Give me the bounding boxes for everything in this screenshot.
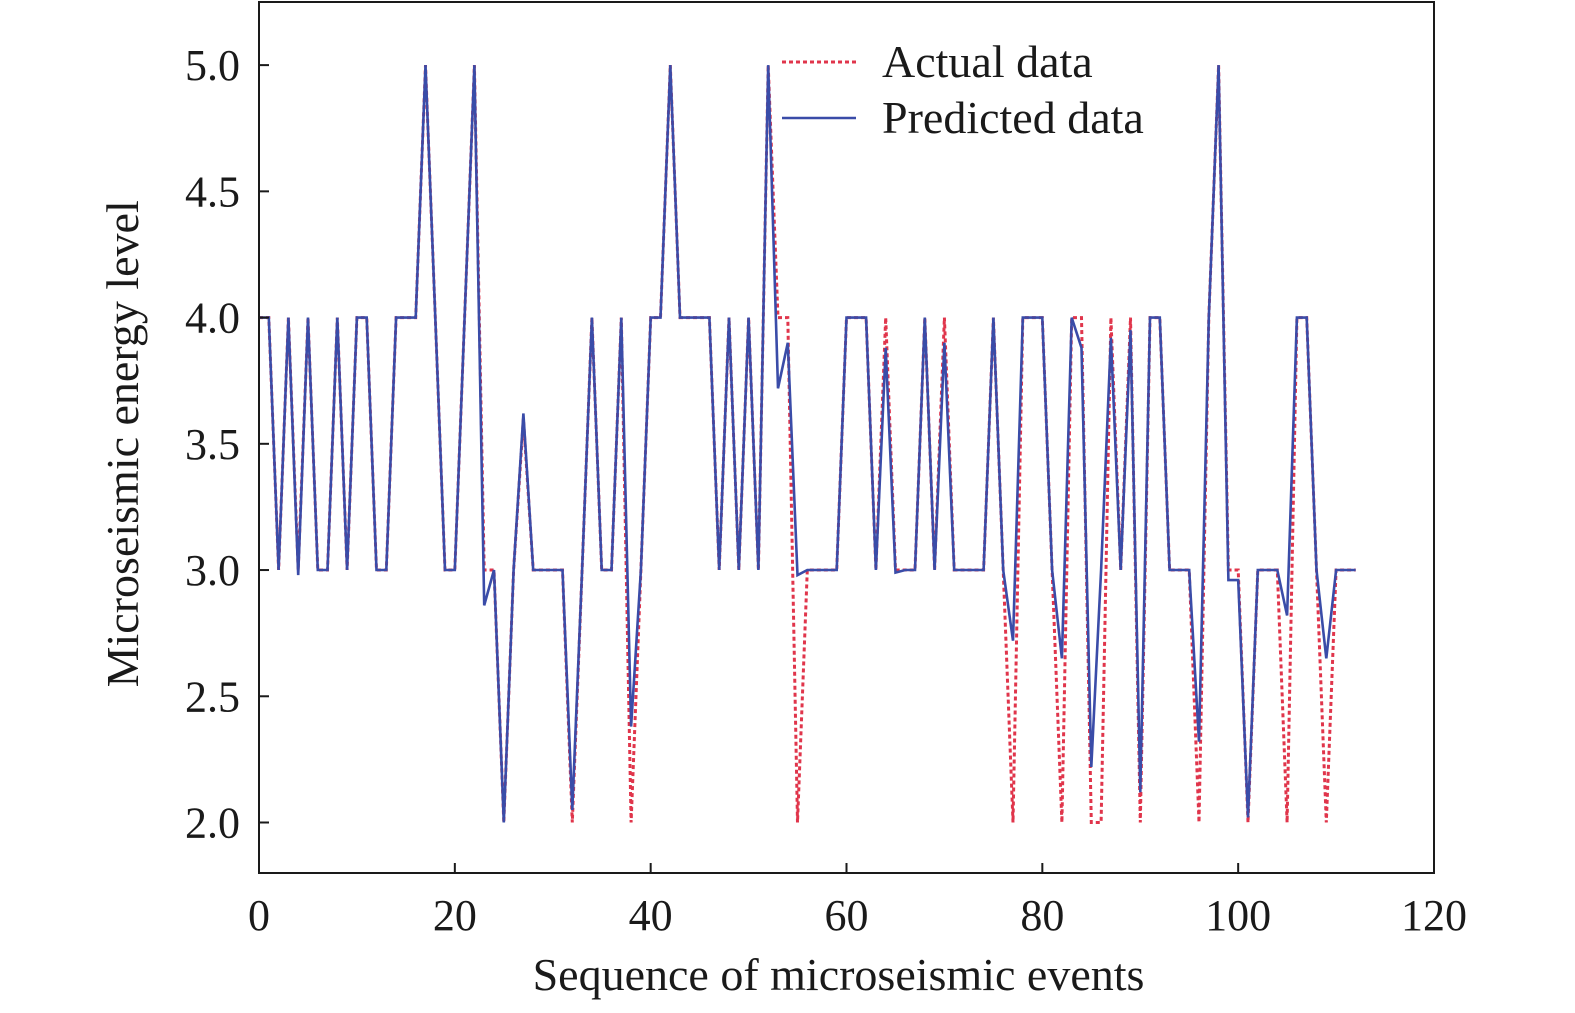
y-tick-label: 4.5 <box>185 167 240 216</box>
y-tick-label: 5.0 <box>185 41 240 90</box>
legend-label-actual: Actual data <box>882 36 1093 87</box>
series-layer <box>259 65 1356 824</box>
x-tick-label: 100 <box>1205 891 1271 940</box>
x-axis-title: Sequence of microseismic events <box>533 949 1145 1000</box>
y-tick-label: 2.5 <box>185 672 240 721</box>
y-tick-label: 3.5 <box>185 420 240 469</box>
x-tick-label: 80 <box>1020 891 1064 940</box>
x-tick-label: 40 <box>629 891 673 940</box>
y-tick-label: 3.0 <box>185 546 240 595</box>
ticks-layer: 0 20 40 60 80 100 120 2.0 2.5 3.0 3.5 4.0 4.5 5.0 <box>185 41 1467 940</box>
y-tick-label: 4.0 <box>185 294 240 343</box>
x-tick-label: 20 <box>433 891 477 940</box>
series-line-actual <box>259 65 1356 824</box>
plot-frame <box>258 1 1435 874</box>
x-tick-label: 120 <box>1401 891 1467 940</box>
legend-label-predicted: Predicted data <box>882 92 1144 143</box>
y-axis-title: Microseismic energy level <box>97 200 148 687</box>
x-tick-label: 0 <box>248 891 270 940</box>
legend: Actual data Predicted data <box>782 36 1144 143</box>
y-tick-label: 2.0 <box>185 799 240 848</box>
x-tick-label: 60 <box>825 891 869 940</box>
series-line-predicted <box>259 65 1356 823</box>
